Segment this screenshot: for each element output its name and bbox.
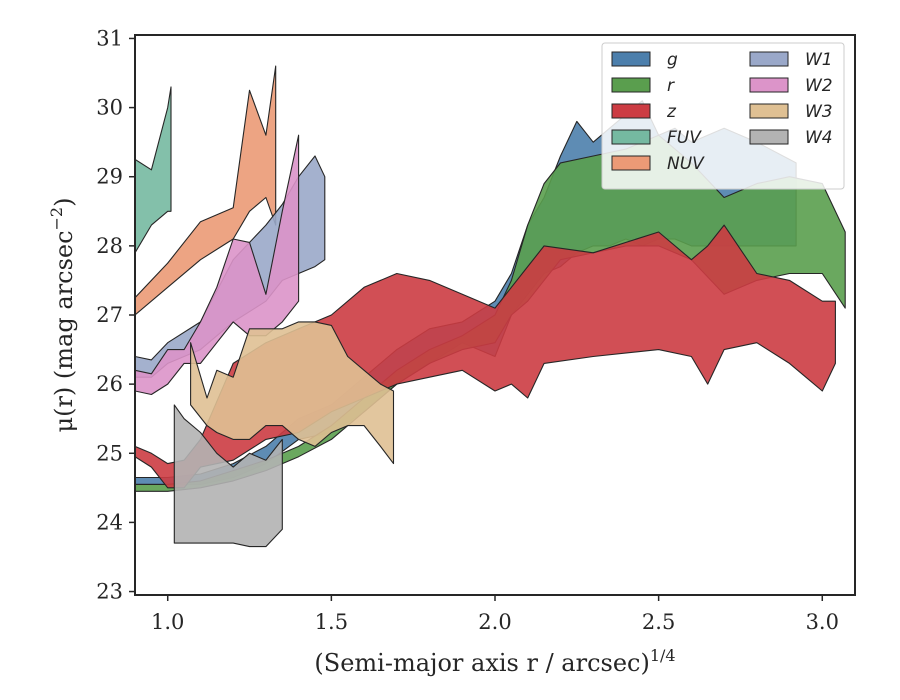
x-tick-label: 1.0: [151, 610, 184, 634]
area-fuv: [135, 86, 172, 254]
legend-swatch-z: [611, 103, 651, 119]
y-tick-label: 28: [96, 234, 123, 258]
y-tick-label: 30: [96, 96, 123, 120]
x-axis-ticks: 1.0 1.5 2.0 2.5 3.0: [151, 595, 839, 634]
x-axis-label-exponent: 1/4: [650, 646, 676, 665]
y-axis-ticks: 23 24 25 26 27 28 29 30 31: [96, 26, 135, 604]
area-w3: [190, 321, 395, 465]
legend-swatch-fuv: [611, 129, 651, 145]
legend-label-z: z: [666, 102, 677, 122]
x-tick-label: 2.5: [642, 610, 675, 634]
legend-swatch-w3: [749, 103, 789, 119]
legend-label-r: r: [667, 76, 675, 96]
area-w4: [173, 404, 283, 548]
y-tick-label: 26: [96, 372, 123, 396]
y-tick-label: 29: [96, 165, 123, 189]
legend-swatch-w2: [749, 77, 789, 93]
y-axis-label-main: μ(r) (mag arcsec: [50, 230, 78, 432]
y-axis-label: μ(r) (mag arcsec−2): [47, 198, 78, 433]
legend-label-fuv: FUV: [667, 128, 702, 148]
y-tick-label: 25: [96, 441, 123, 465]
x-tick-label: 1.5: [315, 610, 348, 634]
area-nuv: [135, 65, 277, 316]
legend-label-w1: W1: [805, 50, 833, 70]
y-tick-label: 27: [96, 303, 123, 327]
y-tick-label: 23: [96, 580, 123, 604]
x-tick-label: 2.0: [478, 610, 511, 634]
legend: grz FUV NUV W1 W2 W3 W4: [601, 42, 845, 190]
legend-swatch-r: [611, 77, 651, 93]
legend-label-g: g: [667, 50, 678, 70]
x-axis-label: (Semi-major axis r / arcsec)1/4: [314, 646, 675, 677]
legend-label-w3: W3: [805, 102, 833, 122]
legend-swatch-w1: [749, 51, 789, 67]
plot-areas: [135, 65, 846, 548]
legend-swatch-nuv: [611, 155, 651, 171]
y-axis-label-exponent: −2: [47, 207, 66, 231]
legend-swatch-g: [611, 51, 651, 67]
legend-swatch-w4: [749, 129, 789, 145]
y-tick-label: 24: [96, 510, 123, 534]
x-axis-label-main: (Semi-major axis r / arcsec): [314, 649, 649, 677]
y-axis-label-close: ): [50, 198, 78, 207]
y-tick-label: 31: [96, 26, 123, 50]
legend-label-w2: W2: [805, 76, 833, 96]
legend-label-nuv: NUV: [667, 154, 705, 174]
legend-label-w4: W4: [805, 128, 833, 148]
x-tick-label: 3.0: [806, 610, 839, 634]
